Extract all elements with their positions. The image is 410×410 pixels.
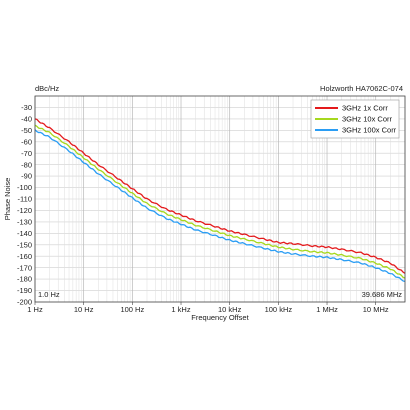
- y-tick-label: -130: [17, 217, 32, 226]
- plot-border: [34, 95, 406, 303]
- y-axis-label: Phase Noise: [3, 178, 12, 221]
- y-tick-label: -110: [18, 195, 32, 204]
- series-line-3: [34, 129, 406, 283]
- y-tick-label: -30: [21, 103, 32, 112]
- legend-label: 3GHz 10x Corr: [342, 115, 393, 124]
- x-tick-label: 1 kHz: [171, 305, 190, 314]
- y-tick-label: -90: [21, 172, 32, 181]
- y-tick-label: -150: [17, 240, 32, 249]
- y-tick-label: -50: [21, 126, 32, 135]
- y-tick-label: -170: [17, 263, 32, 272]
- series-lines: [34, 118, 406, 283]
- grid: [34, 96, 406, 303]
- series-line-1: [34, 118, 406, 274]
- x-tick-label: 100 Hz: [120, 305, 144, 314]
- y-tick-label: -180: [17, 275, 32, 284]
- x-tick-label: 1 MHz: [316, 305, 338, 314]
- y-tick-label: -60: [21, 137, 32, 146]
- start-frequency-marker: 1.0 Hz: [38, 290, 60, 299]
- y-tick-label: -100: [17, 183, 32, 192]
- y-tick-label: -80: [21, 160, 32, 169]
- legend-label: 3GHz 100x Corr: [342, 126, 397, 135]
- stop-frequency-marker: 39.686 MHz: [362, 290, 403, 299]
- y-tick-label: -120: [17, 206, 32, 215]
- legend-label: 3GHz 1x Corr: [342, 104, 388, 113]
- x-tick-label: 1 Hz: [27, 305, 43, 314]
- y-tick-label: -140: [17, 229, 32, 238]
- y-tick-label: -190: [17, 286, 32, 295]
- y-unit-label: dBc/Hz: [35, 84, 59, 93]
- y-tick-label: -40: [21, 114, 32, 123]
- x-axis-ticks: 1 Hz 10 Hz 100 Hz 1 kHz 10 kHz 100 kHz 1 MHz 10…: [27, 302, 389, 314]
- series-line-2: [34, 124, 406, 279]
- x-tick-label: 100 kHz: [265, 305, 293, 314]
- x-tick-label: 10 Hz: [74, 305, 94, 314]
- y-tick-label: -200: [17, 298, 32, 307]
- chart-title: Holzworth HA7062C-074: [320, 84, 403, 93]
- x-tick-label: 10 MHz: [363, 305, 389, 314]
- y-tick-label: -160: [17, 252, 32, 261]
- x-axis-label: Frequency Offset: [191, 313, 249, 322]
- y-axis-ticks: -30 -40 -50 -60 -70 -80 -90 -100 -110 -120 -130 -14…: [17, 103, 32, 307]
- legend: 3GHz 1x Corr 3GHz 10x Corr 3GHz 100x Corr: [310, 99, 400, 139]
- x-tick-label: 10 kHz: [218, 305, 242, 314]
- y-tick-label: -70: [21, 149, 32, 158]
